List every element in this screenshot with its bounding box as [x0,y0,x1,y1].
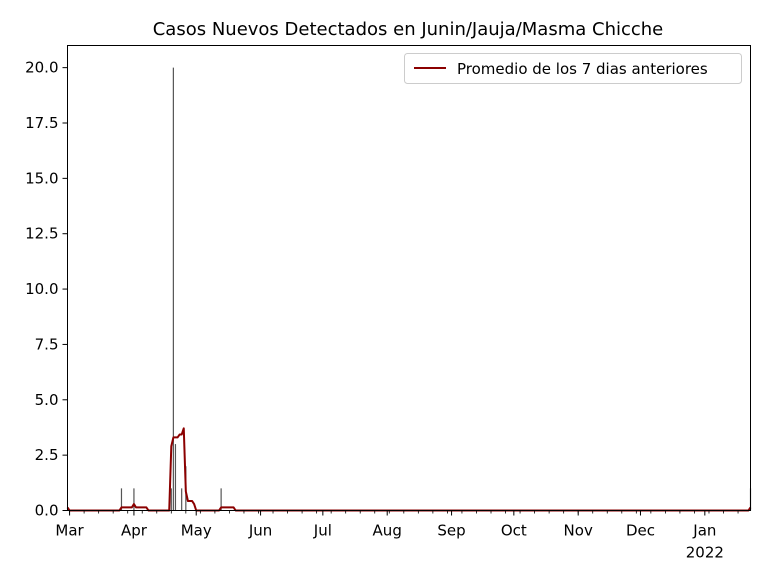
y-tick-label-7: 17.5 [25,114,58,132]
line-layer [66,427,752,512]
x-tick-label-4: Jul [313,522,332,540]
y-tick-label-4: 10.0 [25,280,58,298]
x-tick-label-1: Apr [121,522,148,540]
y-tick-label-1: 2.5 [35,446,59,464]
y-tick-label-5: 12.5 [25,225,58,243]
x-tick-label-10: Jan [692,522,716,540]
legend-box [404,53,742,84]
x-tick-label-7: Oct [501,522,527,540]
x-tick-label-8: Nov [564,522,593,540]
plot-frame [67,45,751,511]
x-tick-label-2: May [181,522,212,540]
chart-title: Casos Nuevos Detectados en Junin/Jauja/M… [153,19,664,40]
y-tick-label-0: 0.0 [35,502,59,520]
x-tick-label-5: Aug [373,522,402,540]
y-tick-label-8: 20.0 [25,59,58,77]
y-axis: 0.0 2.5 5.0 7.5 10.0 12.5 15.0 17.5 20.0 [25,59,68,520]
x-tick-label-0: Mar [55,522,84,540]
x-tick-label-6: Sep [437,522,465,540]
x-tick-label-9: Dec [626,522,655,540]
legend: Promedio de los 7 dias anteriores [404,53,742,84]
bars-layer [120,67,752,511]
y-tick-label-2: 5.0 [35,391,59,409]
x-axis-year-label: 2022 [686,544,724,562]
x-tick-label-3: Jun [248,522,272,540]
y-tick-label-3: 7.5 [35,335,59,353]
legend-label: Promedio de los 7 dias anteriores [457,60,708,78]
x-axis: Mar Apr May Jun Jul Aug Sep Oct Nov Dec Jan [55,510,739,540]
y-tick-label-6: 15.0 [25,169,58,187]
series-line-0 [66,427,752,512]
